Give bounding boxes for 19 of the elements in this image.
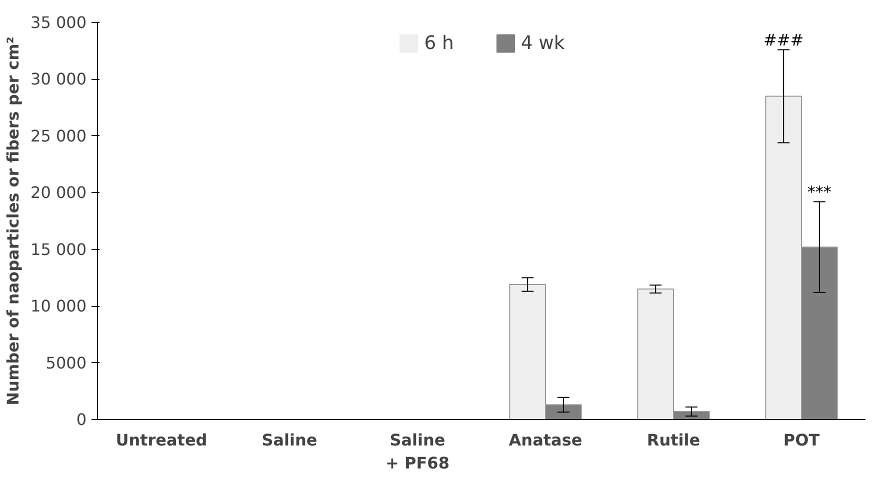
y-tick-label: 10 000 xyxy=(30,296,86,316)
y-tick-label: 0 xyxy=(76,410,87,429)
x-tick-label: Anatase xyxy=(508,430,582,450)
y-axis-title: Number of naoparticles or fibers per cm² xyxy=(4,36,23,406)
x-tick-label: Saline xyxy=(262,430,318,450)
x-tick-label: Rutile xyxy=(646,430,700,450)
y-tick-label: 25 000 xyxy=(30,126,86,146)
y-tick-label: 15 000 xyxy=(30,240,86,259)
legend-label: 4 wk xyxy=(520,32,565,54)
x-tick-label: Saline + PF68 xyxy=(386,430,450,472)
y-tick-label: 30 000 xyxy=(30,70,86,89)
annotation: *** xyxy=(807,182,832,202)
legend-label: 6 h xyxy=(424,32,454,54)
annotation: ### xyxy=(763,30,804,50)
y-tick-label: 35 000 xyxy=(30,13,86,32)
x-tick-label: Untreated xyxy=(116,430,208,450)
y-tick-label: 5000 xyxy=(46,353,86,372)
y-tick-label: 20 000 xyxy=(30,183,86,202)
x-tick-label: POT xyxy=(783,430,820,450)
